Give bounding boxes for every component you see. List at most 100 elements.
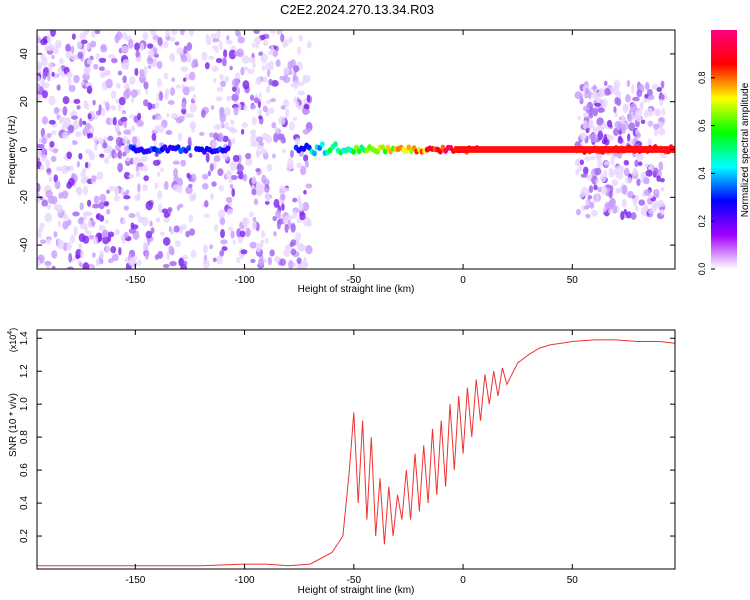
heatmap-cell	[627, 133, 631, 142]
heatmap-cell	[250, 129, 257, 136]
heatmap-cell	[211, 65, 219, 72]
heatmap-cell	[647, 138, 652, 147]
heatmap-cell	[258, 115, 263, 120]
heatmap-cell	[168, 226, 172, 233]
heatmap-cell	[136, 191, 141, 200]
heatmap-cell	[174, 41, 180, 46]
heatmap-cell	[293, 80, 299, 90]
heatmap-cell	[114, 186, 120, 195]
heatmap-cell	[44, 260, 52, 266]
heatmap-cell	[260, 53, 268, 64]
heatmap-cell	[165, 130, 173, 136]
heatmap-cell	[204, 62, 210, 70]
heatmap-cell	[292, 263, 297, 268]
heatmap-cell	[270, 98, 276, 103]
heatmap-cell	[110, 245, 117, 254]
heatmap-cell	[40, 38, 48, 46]
heatmap-cell	[631, 83, 635, 94]
heatmap-cell	[161, 208, 169, 214]
heatmap-cell	[267, 50, 275, 56]
heatmap-cell	[266, 99, 272, 105]
heatmap-cell	[40, 79, 46, 86]
heatmap-cell	[252, 221, 257, 231]
heatmap-cell	[282, 148, 286, 154]
heatmap-cell	[267, 256, 273, 266]
heatmap-cell	[225, 170, 232, 180]
heatmap-cell	[152, 115, 156, 120]
heatmap-cell	[62, 96, 70, 105]
heatmap-cell	[653, 108, 662, 117]
heatmap-cell	[118, 246, 122, 256]
heatmap-cell	[594, 167, 602, 176]
heatmap-cell	[68, 124, 75, 134]
heatmap-cell	[181, 107, 187, 115]
heatmap-cell	[154, 102, 160, 109]
heatmap-cell	[273, 132, 279, 143]
heatmap-cell	[595, 193, 600, 203]
heatmap-cell	[628, 109, 632, 120]
heatmap-cell	[635, 132, 641, 139]
heatmap-cell	[275, 59, 281, 67]
heatmap-cell	[660, 187, 665, 192]
heatmap-cell	[298, 34, 304, 42]
heatmap-cell	[204, 213, 210, 218]
heatmap-cell	[63, 122, 68, 128]
heatmap-cell	[614, 111, 618, 118]
heatmap-cell	[656, 175, 661, 182]
spectrogram-x-tick-label: -100	[235, 275, 255, 286]
heatmap-cell	[588, 112, 594, 119]
heatmap-cell	[143, 65, 148, 76]
heatmap-cell	[658, 94, 665, 101]
heatmap-cell	[305, 183, 313, 189]
heatmap-cell	[257, 258, 265, 267]
heatmap-cell	[193, 58, 198, 67]
heatmap-cell	[150, 30, 157, 37]
heatmap-cell	[98, 57, 107, 63]
snr-x-tick-label: 0	[460, 575, 466, 586]
colorbar-tick-label: 0.2	[697, 215, 707, 228]
heatmap-cell	[627, 190, 634, 199]
heatmap-cell	[264, 200, 270, 205]
heatmap-cell	[210, 139, 217, 148]
heatmap-cell	[292, 116, 298, 121]
heatmap-cell	[290, 248, 297, 256]
heatmap-cell	[575, 168, 580, 176]
heatmap-cell	[135, 56, 142, 63]
heatmap-cell	[657, 199, 664, 205]
heatmap-cell	[248, 56, 256, 63]
heatmap-cell	[111, 57, 118, 64]
heatmap-cell	[114, 123, 120, 133]
heatmap-cell	[61, 164, 69, 175]
heatmap-cell	[231, 93, 239, 102]
snr-y-tick-label: 0.6	[19, 463, 30, 477]
heatmap-cell	[166, 112, 170, 118]
heatmap-cell	[181, 101, 187, 110]
heatmap-cell	[653, 189, 660, 197]
heatmap-cell	[86, 199, 92, 207]
heatmap-cell	[211, 181, 217, 187]
heatmap-cell	[117, 70, 123, 76]
heatmap-cell	[296, 257, 302, 264]
snr-x-tick-label: 50	[567, 575, 579, 586]
heatmap-cell	[52, 46, 60, 55]
heatmap-cell	[72, 139, 76, 146]
heatmap-cell	[106, 208, 111, 215]
heatmap-cell	[255, 181, 262, 191]
heatmap-cell	[191, 124, 195, 133]
heatmap-cell	[659, 98, 663, 107]
heatmap-cell	[292, 210, 298, 219]
heatmap-cell	[204, 200, 209, 208]
heatmap-cell	[41, 154, 48, 162]
heatmap-cell	[288, 260, 294, 269]
heatmap-cell	[283, 67, 290, 75]
heatmap-cell	[110, 90, 117, 99]
heatmap-cell	[147, 64, 152, 70]
heatmap-cell	[45, 159, 50, 169]
heatmap-cell	[175, 84, 181, 89]
heatmap-cell	[128, 173, 135, 179]
heatmap-cell	[201, 51, 208, 62]
heatmap-cell	[77, 51, 84, 59]
heatmap-cell	[49, 176, 53, 182]
heatmap-cell	[92, 252, 96, 258]
heatmap-cell	[615, 187, 620, 194]
